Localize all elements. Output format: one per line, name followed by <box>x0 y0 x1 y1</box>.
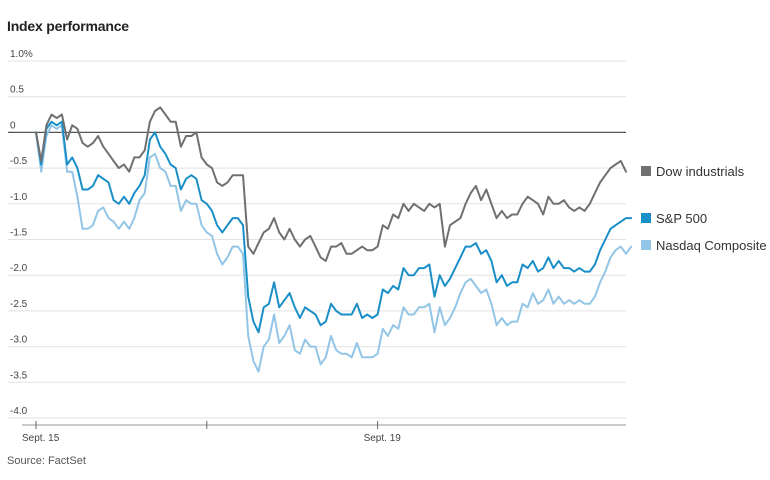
series-line-nasdaq-composite <box>35 124 633 373</box>
x-tick-label: Sept. 19 <box>364 433 402 444</box>
legend-swatch <box>641 213 651 223</box>
series-line-dow-industrials <box>35 106 627 262</box>
legend-label: S&P 500 <box>656 211 707 226</box>
y-tick-label: -3.5 <box>10 370 28 381</box>
y-tick-label: -1.5 <box>10 228 28 239</box>
legend: Dow industrials S&P 500 Nasdaq Composite <box>641 164 767 253</box>
legend-swatch <box>641 166 651 176</box>
legend-swatch <box>641 240 651 250</box>
series-line-s-p-500 <box>35 120 633 334</box>
series-lines <box>35 106 633 373</box>
y-tick-label: -3.0 <box>10 335 28 346</box>
y-tick-label: -4.0 <box>10 406 28 417</box>
y-tick-label: -1.0 <box>10 192 28 203</box>
legend-label: Dow industrials <box>656 164 745 179</box>
y-tick-label: 0.5 <box>10 85 24 96</box>
chart-title: Index performance <box>7 18 129 34</box>
source-note: Source: FactSet <box>7 455 86 467</box>
x-axis: Sept. 15 Sept. 19 <box>22 421 626 444</box>
x-tick-label: Sept. 15 <box>22 433 60 444</box>
grid-lines <box>8 60 626 419</box>
y-axis-labels: 1.0% 0.5 0 -0.5 -1.0 -1.5 -2.0 -2.5 -3.0 -3.5 -4.0 <box>10 49 33 417</box>
y-tick-label: -0.5 <box>10 156 28 167</box>
y-tick-label: -2.5 <box>10 299 28 310</box>
y-tick-label: 0 <box>10 120 16 131</box>
legend-label: Nasdaq Composite <box>656 238 767 253</box>
y-tick-label: 1.0% <box>10 49 33 60</box>
y-tick-label: -2.0 <box>10 263 28 274</box>
